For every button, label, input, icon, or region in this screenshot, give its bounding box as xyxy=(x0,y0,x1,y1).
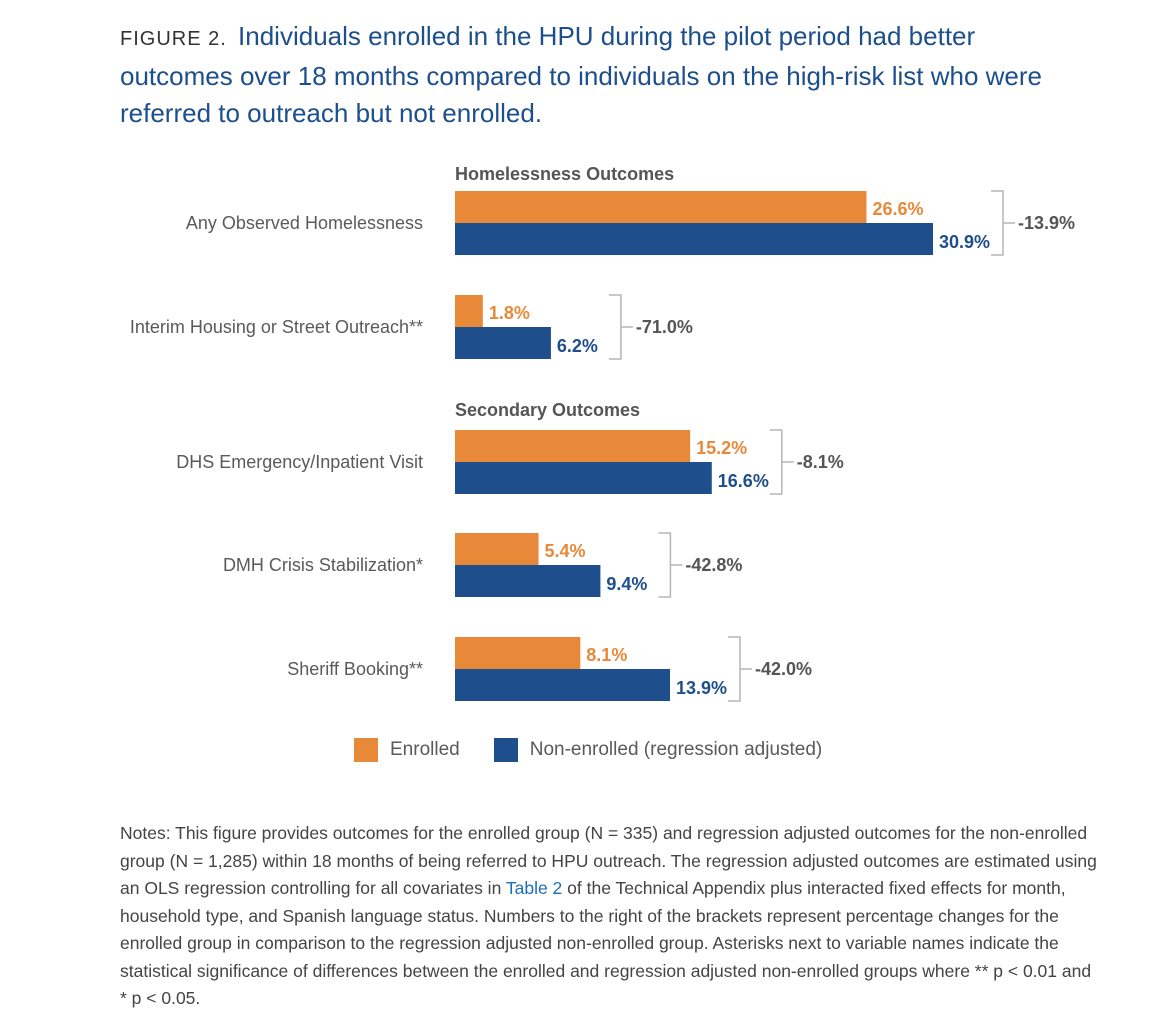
category-label: Interim Housing or Street Outreach** xyxy=(130,317,423,337)
bracket xyxy=(991,190,1015,256)
bracket xyxy=(658,532,683,598)
category-label: Sheriff Booking** xyxy=(287,659,423,679)
legend-item-non-enrolled: Non-enrolled (regression adjusted) xyxy=(493,738,823,762)
figure-label: FIGURE 2. xyxy=(120,28,227,50)
value-label-enrolled: 26.6% xyxy=(872,199,923,219)
percent-change-label: -42.8% xyxy=(685,555,742,575)
bar-non-enrolled xyxy=(455,223,933,255)
notes-text-part1: Notes: This figure provides outcomes for… xyxy=(120,823,1097,898)
bar-enrolled xyxy=(455,295,483,327)
value-label-enrolled: 1.8% xyxy=(489,303,530,323)
section-label: Homelessness Outcomes xyxy=(455,164,674,184)
category-label: DHS Emergency/Inpatient Visit xyxy=(176,452,423,472)
value-label-non-enrolled: 13.9% xyxy=(676,678,727,698)
figure-title-text: Individuals enrolled in the HPU during t… xyxy=(120,21,1043,128)
bar-enrolled xyxy=(455,637,581,669)
legend-label-enrolled: Enrolled xyxy=(390,739,460,760)
value-label-non-enrolled: 6.2% xyxy=(557,336,598,356)
figure-notes: Notes: This figure provides outcomes for… xyxy=(120,820,1100,1013)
legend-label-non-enrolled: Non-enrolled (regression adjusted) xyxy=(529,739,823,760)
value-label-non-enrolled: 30.9% xyxy=(939,232,990,252)
percent-change-label: -8.1% xyxy=(797,452,844,472)
bracket xyxy=(608,294,633,360)
notes-text-part2: of the Technical Appendix plus interacte… xyxy=(120,878,1092,1008)
legend-item-enrolled: Enrolled xyxy=(354,738,460,762)
value-label-non-enrolled: 16.6% xyxy=(718,471,769,491)
legend: Enrolled Non-enrolled (regression adjust… xyxy=(354,738,856,762)
bracket xyxy=(769,429,794,495)
category-label: DMH Crisis Stabilization* xyxy=(223,555,423,575)
section-label: Secondary Outcomes xyxy=(455,400,640,420)
percent-change-label: -42.0% xyxy=(755,659,812,679)
value-label-non-enrolled: 9.4% xyxy=(606,574,647,594)
bar-non-enrolled xyxy=(455,462,712,494)
value-label-enrolled: 8.1% xyxy=(586,645,627,665)
bar-chart: Homelessness Outcomes Secondary Outcomes A… xyxy=(130,164,1075,702)
percent-change-label: -13.9% xyxy=(1018,213,1075,233)
legend-swatch-enrolled xyxy=(354,738,378,762)
value-label-enrolled: 15.2% xyxy=(696,438,747,458)
bar-enrolled xyxy=(455,430,691,462)
bar-enrolled xyxy=(455,533,539,565)
percent-change-label: -71.0% xyxy=(636,317,693,337)
bar-non-enrolled xyxy=(455,327,551,359)
value-label-enrolled: 5.4% xyxy=(545,541,586,561)
figure-title: FIGURE 2. Individuals enrolled in the HP… xyxy=(120,18,1080,132)
bar-non-enrolled xyxy=(455,565,601,597)
legend-swatch-non-enrolled xyxy=(493,738,518,762)
bracket xyxy=(728,636,753,702)
bar-enrolled xyxy=(455,191,867,223)
category-label: Any Observed Homelessness xyxy=(186,213,423,233)
bar-non-enrolled xyxy=(455,669,671,701)
table-2-link[interactable]: Table 2 xyxy=(505,878,563,898)
